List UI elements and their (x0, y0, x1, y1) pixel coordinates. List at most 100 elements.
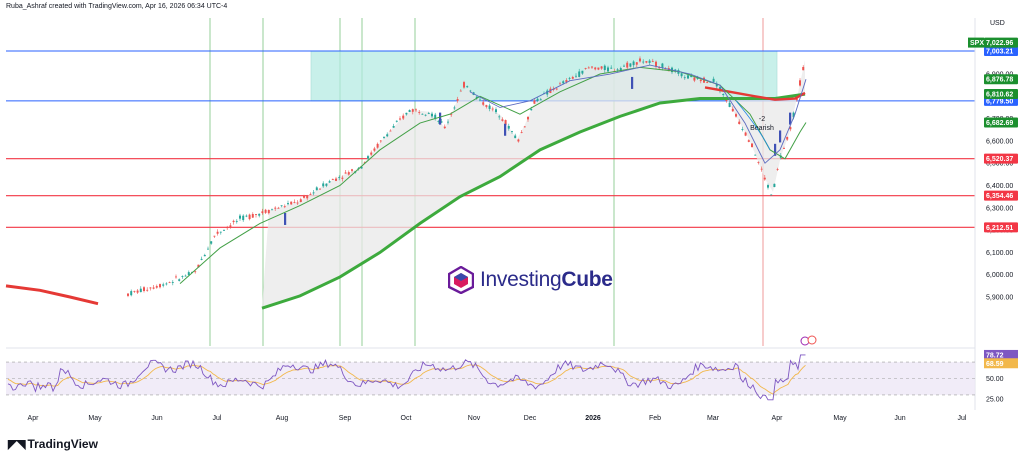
candle-body (347, 172, 350, 175)
candle-body (440, 121, 443, 123)
candle-body (469, 90, 472, 92)
candle-body (482, 102, 485, 105)
candle-body (325, 183, 328, 186)
candle-body (370, 152, 373, 155)
annotation-value: -2 (759, 116, 765, 123)
candle-body (776, 169, 779, 170)
price-tag-3: 6,682.69 (984, 117, 1018, 128)
candle-body (437, 121, 440, 123)
rsi-line (7, 354, 806, 401)
candle-body (264, 209, 267, 213)
candle-body (731, 108, 734, 112)
candle-body (383, 136, 385, 138)
blue-candle-3 (631, 76, 634, 89)
candle-body (498, 116, 501, 118)
level-tag-1-text: 6,779.50 (986, 98, 1013, 105)
x-tick-label: Aug (276, 415, 289, 422)
candle-body (194, 271, 197, 273)
candle-body (687, 75, 689, 79)
blue-candle-4 (774, 143, 777, 156)
rsi-signal-line (7, 364, 806, 395)
candle-body (312, 192, 315, 194)
ma50-line (5, 284, 99, 306)
candle-body (149, 287, 152, 289)
investingcube-watermark: InvestingCube (448, 266, 613, 294)
candle-body (143, 287, 145, 291)
candle-body (706, 82, 709, 83)
candle-body (635, 62, 638, 65)
candle-body (661, 63, 664, 68)
candle-body (197, 264, 200, 268)
candle-body (175, 276, 177, 278)
author-line: Ruba_Ashraf created with TradingView.com… (6, 3, 228, 10)
x-tick-label: Dec (524, 415, 537, 422)
ma-ribbon (262, 60, 805, 309)
candle-body (162, 284, 165, 286)
candle-body (773, 183, 776, 188)
candle-body (658, 67, 661, 69)
tradingview-label: TradingView (27, 437, 98, 451)
ribbon-fill (262, 60, 805, 309)
candle-body (735, 114, 737, 117)
candle-body (450, 114, 453, 116)
x-tick-label: Sep (339, 415, 352, 422)
candle-body (373, 148, 376, 151)
candle-body (767, 185, 769, 188)
level-tag-3-bg (984, 190, 1018, 201)
candle-body (571, 76, 574, 79)
candle-body (728, 102, 731, 107)
level-tag-4: 6,212.51 (984, 222, 1018, 233)
candle-body (155, 286, 158, 288)
y-tick-label: 6,100.00 (986, 250, 1013, 257)
y-tick-label: 5,900.00 (986, 295, 1013, 302)
x-tick-label: Jul (958, 415, 967, 422)
candle-body (651, 60, 654, 62)
candle-body (802, 67, 805, 71)
tradingview-logo-icon: ◤◥ (8, 437, 25, 451)
candle-body (642, 61, 645, 63)
candle-body (405, 112, 408, 115)
x-tick-label: 2026 (585, 415, 601, 422)
candle-body (690, 75, 693, 78)
candle-body (431, 113, 433, 117)
candle-body (693, 77, 696, 81)
candle-body (527, 116, 529, 120)
candle-body (581, 70, 584, 74)
level-tag-3: 6,354.46 (984, 190, 1018, 201)
candle-body (210, 241, 213, 244)
candle-body (335, 178, 337, 181)
level-tag-0-bg (984, 46, 1018, 56)
candle-body (133, 290, 136, 292)
candle-body (232, 220, 235, 223)
candle-body (392, 125, 395, 128)
candle-body (424, 114, 427, 116)
candle-body (789, 127, 792, 130)
blue-candle-2 (504, 123, 507, 136)
currency-label: USD (990, 20, 1005, 27)
candle-body (296, 202, 299, 204)
candle-body (639, 58, 641, 62)
symbol-tag-text: SPX (970, 40, 984, 47)
rsi-tag-bg-0 (984, 349, 1018, 360)
tradingview-brand[interactable]: ◤◥ TradingView (8, 437, 98, 451)
price-tag-0: 7,022.96 (984, 37, 1018, 48)
level-tag-2: 6,520.37 (984, 153, 1018, 164)
candle-body (517, 139, 520, 142)
level-tag-2-bg (984, 153, 1018, 164)
y-tick-label: 6,000.00 (986, 272, 1013, 279)
candle-body (226, 227, 229, 229)
rsi-tag-text-0: 78.72 (986, 352, 1004, 359)
candle-body (376, 143, 379, 148)
candle-body (184, 275, 187, 277)
candle-body (783, 148, 785, 149)
candle-body (229, 225, 232, 227)
candle-body (751, 143, 753, 148)
annotation-label: Bearish (750, 125, 774, 132)
candle-body (488, 105, 491, 109)
candle-body (415, 109, 417, 111)
blue-candle-6 (789, 112, 792, 125)
candle-body (619, 68, 622, 71)
cube-logo-icon (448, 266, 474, 294)
candle-body (754, 154, 757, 156)
